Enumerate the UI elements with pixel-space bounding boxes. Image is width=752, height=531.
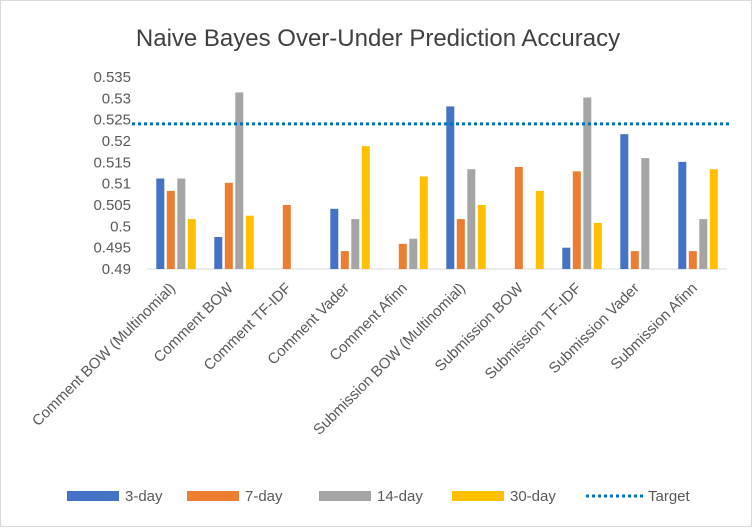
bar <box>235 92 244 270</box>
legend-label: 7-day <box>245 488 283 505</box>
y-tick-label: 0.505 <box>93 197 131 214</box>
bar <box>245 215 254 269</box>
bar <box>630 251 639 269</box>
legend-label: Target <box>648 488 691 505</box>
legend-label: 14-day <box>377 488 423 505</box>
legend-swatch <box>67 491 119 501</box>
bar <box>409 238 418 269</box>
legend-swatch <box>452 491 504 501</box>
legend: 3-day 7-day 14-day 30-day Target <box>67 488 691 505</box>
bar <box>572 171 581 269</box>
bar <box>419 176 428 269</box>
bar <box>620 134 629 269</box>
bar <box>562 247 571 269</box>
y-tick-label: 0.51 <box>102 176 131 193</box>
bar <box>593 222 602 269</box>
bar <box>214 237 223 269</box>
bar <box>361 146 370 269</box>
bar <box>187 219 196 269</box>
y-tick-label: 0.535 <box>93 69 131 86</box>
legend-label: 30-day <box>510 488 556 505</box>
y-tick-label: 0.53 <box>102 90 131 107</box>
y-tick-label: 0.5 <box>110 218 131 235</box>
y-tick-label: 0.49 <box>102 261 131 278</box>
bar <box>166 190 175 269</box>
bar <box>224 182 233 269</box>
bar <box>514 167 523 269</box>
legend-label: 3-day <box>125 488 163 505</box>
bar <box>678 161 687 269</box>
bar <box>467 169 476 269</box>
y-tick-label: 0.52 <box>102 133 131 150</box>
x-tick-label: Submission TF-IDF <box>482 280 585 383</box>
bar <box>709 169 718 269</box>
y-axis: 0.49 0.495 0.5 0.505 0.51 0.515 0.52 0.525 0.53 0… <box>93 69 131 278</box>
bar <box>156 178 165 269</box>
bar <box>688 251 697 269</box>
bar <box>641 158 650 269</box>
x-axis: Comment BOW (Multinomial)Comment BOWComm… <box>29 268 727 439</box>
bar <box>177 178 186 269</box>
bar <box>282 205 291 269</box>
bar <box>535 190 544 269</box>
legend-swatch <box>319 491 371 501</box>
bar <box>699 219 708 269</box>
bars <box>156 92 718 270</box>
bar <box>340 251 349 269</box>
bar <box>477 205 486 269</box>
bar <box>351 219 360 269</box>
y-tick-label: 0.515 <box>93 154 131 171</box>
bar <box>583 97 592 269</box>
bar <box>456 219 465 269</box>
bar <box>398 243 407 269</box>
y-tick-label: 0.525 <box>93 112 131 129</box>
bar <box>446 106 455 270</box>
y-tick-label: 0.495 <box>93 240 131 257</box>
bar <box>330 208 339 269</box>
chart-title: Naive Bayes Over-Under Prediction Accura… <box>136 25 620 52</box>
legend-swatch <box>187 491 239 501</box>
